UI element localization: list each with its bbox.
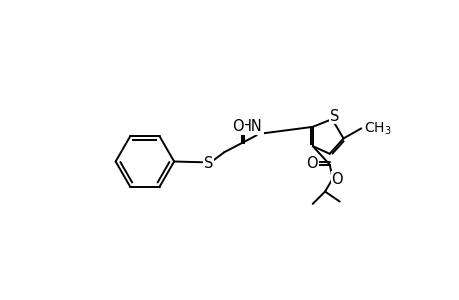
Text: CH$_3$: CH$_3$ bbox=[363, 120, 390, 136]
Text: O: O bbox=[331, 172, 342, 187]
Text: O: O bbox=[232, 118, 243, 134]
Text: O: O bbox=[306, 156, 317, 171]
Text: HN: HN bbox=[241, 119, 262, 134]
Text: S: S bbox=[329, 109, 338, 124]
Text: S: S bbox=[204, 155, 213, 170]
